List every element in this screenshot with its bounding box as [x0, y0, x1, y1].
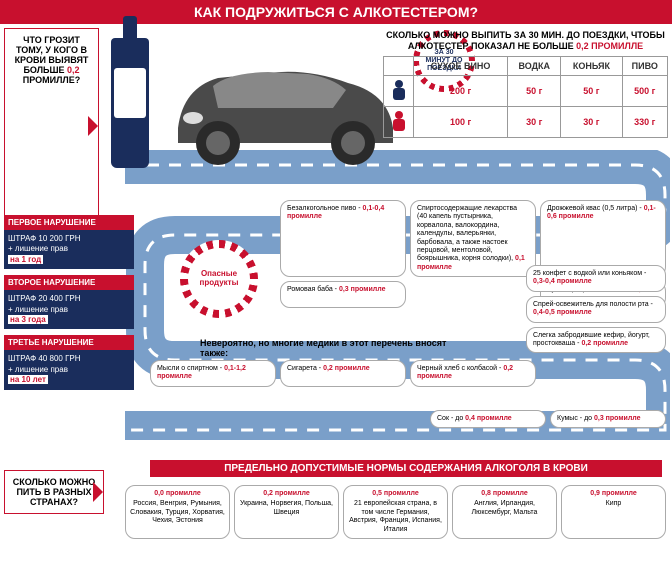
penalty-body: ШТРАФ 40 800 ГРН + лишение прав на 10 ле… — [4, 350, 134, 389]
limit-box: 0,2 промиллеУкраина, Норвегия, Польша, Ш… — [234, 485, 339, 539]
main-title: КАК ПОДРУЖИТЬСЯ С АЛКОТЕСТЕРОМ? — [0, 0, 672, 24]
warning-value: 0,2 — [67, 65, 80, 75]
bottle-icon — [111, 38, 149, 168]
countries-question: СКОЛЬКО МОЖНО ПИТЬ В РАЗНЫХ СТРАНАХ? — [4, 470, 104, 514]
drink-table-grid: СУХОЕ ВИНО ВОДКА КОНЬЯК ПИВО 200 г 50 г … — [383, 56, 668, 138]
fine: ШТРАФ 40 800 ГРН — [8, 354, 81, 363]
car-area: ЗА 30 МИНУТ ДО ПОЕЗДКИ СКОЛЬКО МОЖНО ВЫП… — [153, 28, 672, 223]
penalty-3: ТРЕТЬЕ НАРУШЕНИЕ ШТРАФ 40 800 ГРН + лише… — [4, 335, 134, 389]
row-female: 100 г 30 г 30 г 330 г — [384, 106, 668, 137]
limits-title: ПРЕДЕЛЬНО ДОПУСТИМЫЕ НОРМЫ СОДЕРЖАНИЯ АЛ… — [150, 460, 662, 477]
products-right: 25 конфет с водкой или коньяком - 0,3-0,… — [526, 265, 666, 353]
fine: ШТРАФ 20 400 ГРН — [8, 294, 81, 303]
limits-row: 0,0 промиллеРоссия, Венгрия, Румыния, Сл… — [125, 485, 666, 539]
cell: 30 г — [508, 106, 561, 137]
cell: 30 г — [561, 106, 622, 137]
cell: 200 г — [414, 75, 508, 106]
row-male: 200 г 50 г 50 г 500 г — [384, 75, 668, 106]
female-icon — [392, 111, 406, 131]
danger-badge: Опасные продукты — [180, 240, 258, 318]
subtitle: Невероятно, но многие медики в этот пере… — [200, 338, 470, 358]
male-icon — [392, 80, 406, 100]
limit-box: 0,8 промиллеАнглия, Ирландия, Люксембург… — [452, 485, 557, 539]
col-1: ВОДКА — [508, 56, 561, 75]
product-box: Слегка забродившие кефир, йогурт, просто… — [526, 327, 666, 354]
extra: + лишение прав — [8, 365, 68, 374]
product-box: Безалкогольное пиво - 0,1-0,4 промилле — [280, 200, 406, 277]
cell: 500 г — [622, 75, 667, 106]
penalty-2: ВТОРОЕ НАРУШЕНИЕ ШТРАФ 20 400 ГРН + лише… — [4, 275, 134, 329]
product-box: Мысли о спиртном - 0,1-1,2 промилле — [150, 360, 276, 387]
products-bottom: Сок - до 0,4 промиллеКумыс - до 0,3 пром… — [430, 410, 666, 428]
product-box: Кумыс - до 0,3 промилле — [550, 410, 666, 428]
cell: 100 г — [414, 106, 508, 137]
term: на 1 год — [8, 255, 43, 264]
drink-title: СКОЛЬКО МОЖНО ВЫПИТЬ ЗА 30 МИН. ДО ПОЕЗД… — [383, 30, 668, 52]
limit-box: 0,9 промиллеКипр — [561, 485, 666, 539]
cell: 50 г — [561, 75, 622, 106]
col-2: КОНЬЯК — [561, 56, 622, 75]
extra: + лишение прав — [8, 305, 68, 314]
product-box: Спрей-освежитель для полости рта - 0,4-0… — [526, 296, 666, 323]
warning-post: ПРОМИЛЛЕ? — [23, 75, 80, 85]
danger-text: Опасные продукты — [188, 248, 250, 310]
product-box: Черный хлеб с колбасой - 0,2 промилле — [410, 360, 536, 387]
fine: ШТРАФ 10 200 ГРН — [8, 234, 81, 243]
cell: 330 г — [622, 106, 667, 137]
penalty-1: ПЕРВОЕ НАРУШЕНИЕ ШТРАФ 10 200 ГРН + лише… — [4, 215, 134, 269]
product-box: 25 конфет с водкой или коньяком - 0,3-0,… — [526, 265, 666, 292]
cell: 50 г — [508, 75, 561, 106]
penalty-hdr: ВТОРОЕ НАРУШЕНИЕ — [4, 275, 134, 290]
penalty-hdr: ПЕРВОЕ НАРУШЕНИЕ — [4, 215, 134, 230]
top-section: ЧТО ГРОЗИТ ТОМУ, У КОГО В КРОВИ ВЫЯВЯТ Б… — [0, 28, 672, 223]
car-icon — [158, 38, 408, 168]
product-box: Спиртосодержащие лекарства (40 капель пу… — [410, 200, 536, 277]
drink-table: СКОЛЬКО МОЖНО ВЫПИТЬ ЗА 30 МИН. ДО ПОЕЗД… — [383, 30, 668, 138]
limit-box: 0,0 промиллеРоссия, Венгрия, Румыния, Сл… — [125, 485, 230, 539]
term: на 10 лет — [8, 375, 48, 384]
penalty-body: ШТРАФ 10 200 ГРН + лишение прав на 1 год — [4, 230, 134, 269]
product-box: Сигарета - 0,2 промилле — [280, 360, 406, 387]
penalties: ПЕРВОЕ НАРУШЕНИЕ ШТРАФ 10 200 ГРН + лише… — [4, 215, 134, 396]
drink-title-val: 0,2 ПРОМИЛЛЕ — [576, 41, 643, 51]
penalty-hdr: ТРЕТЬЕ НАРУШЕНИЕ — [4, 335, 134, 350]
term: на 3 года — [8, 315, 48, 324]
penalty-body: ШТРАФ 20 400 ГРН + лишение прав на 3 год… — [4, 290, 134, 329]
extra: + лишение прав — [8, 244, 68, 253]
product-box: Ромовая баба - 0,3 промилле — [280, 281, 406, 308]
col-0: СУХОЕ ВИНО — [414, 56, 508, 75]
warning-box: ЧТО ГРОЗИТ ТОМУ, У КОГО В КРОВИ ВЫЯВЯТ Б… — [4, 28, 99, 223]
col-3: ПИВО — [622, 56, 667, 75]
product-box: Сок - до 0,4 промилле — [430, 410, 546, 428]
products-mid: Мысли о спиртном - 0,1-1,2 промиллеСигар… — [150, 360, 666, 387]
limit-box: 0,5 промилле21 европейская страна, в том… — [343, 485, 448, 539]
